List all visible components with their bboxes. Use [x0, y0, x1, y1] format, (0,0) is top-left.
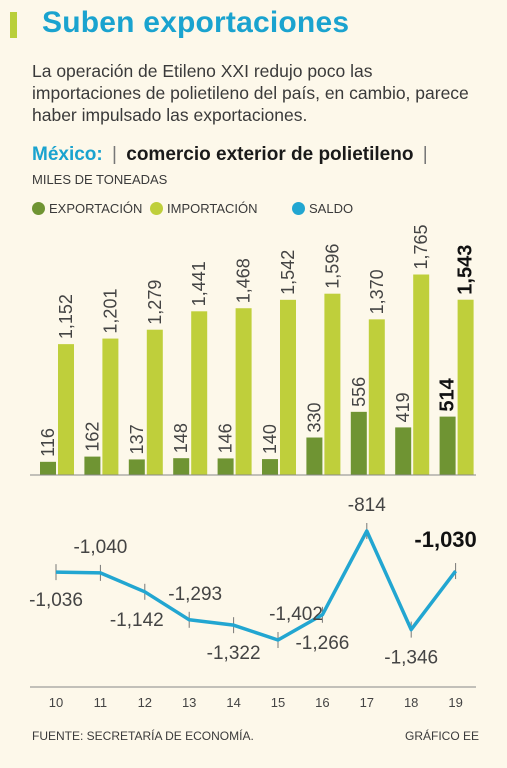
x-tick-label: 11 [94, 695, 108, 710]
import-value-label: 1,596 [322, 244, 342, 289]
export-value-label: 146 [216, 423, 236, 453]
subtitle-country: México: [32, 144, 103, 165]
import-bar [324, 293, 341, 475]
intro-text: La operación de Etileno XXI redujo poco … [32, 61, 469, 125]
export-value-label: 162 [82, 422, 102, 452]
import-value-label: 1,279 [145, 280, 165, 325]
export-value-label: 556 [349, 377, 369, 407]
import-value-label: 1,441 [189, 261, 209, 306]
balance-value-label: -1,293 [168, 584, 222, 605]
import-bar [58, 344, 74, 475]
legend-dot-import [150, 202, 163, 215]
balance-value-label: -1,266 [295, 633, 349, 654]
x-tick-label: 18 [404, 695, 418, 710]
import-bar [191, 311, 208, 475]
chart-subtitle: México: | comercio exterior de polietile… [32, 144, 432, 166]
export-bar [217, 458, 234, 475]
trade-chart: 116 1,152 162 1,201 137 1,279 148 1,441 146 1,468… [29, 225, 477, 710]
export-bar [84, 456, 101, 475]
import-bar [235, 308, 252, 475]
import-bar [413, 274, 430, 475]
x-tick-label: 12 [138, 695, 152, 710]
title-accent-bar [10, 12, 17, 38]
balance-value-label: -1,036 [29, 590, 83, 611]
x-tick-label: 14 [226, 695, 240, 710]
balance-value-label: -1,322 [207, 643, 261, 664]
import-bar [102, 338, 119, 475]
export-bar [395, 427, 412, 475]
graphic-credit: GRÁFICO EE [404, 729, 479, 743]
balance-value-label: -1,346 [384, 648, 438, 669]
import-bar [368, 319, 385, 475]
import-bar [457, 299, 474, 475]
x-tick-label: 13 [182, 695, 196, 710]
export-value-label: 137 [127, 424, 147, 454]
page-title: Suben exportaciones [42, 6, 350, 39]
import-value-label: 1,370 [367, 269, 387, 314]
legend-item-export: EXPORTACIÓN [32, 201, 142, 216]
export-bar [350, 411, 367, 475]
legend-label-balance: SALDO [309, 201, 354, 216]
subtitle-topic: comercio exterior de polietileno [126, 144, 414, 165]
export-value-label: 148 [171, 423, 191, 453]
x-tick-label: 16 [315, 695, 329, 710]
import-value-label: 1,542 [278, 250, 298, 295]
import-bar [280, 299, 296, 475]
balance-value-label: -1,040 [73, 537, 127, 558]
import-value-label: 1,201 [100, 289, 120, 334]
balance-value-label: -814 [348, 495, 386, 516]
x-tick-label: 19 [448, 695, 462, 710]
balance-value-label: -1,402 [269, 604, 323, 625]
subtitle-separator: | [112, 144, 117, 165]
export-value-label: 514 [437, 377, 459, 411]
export-value-label: 116 [38, 428, 58, 457]
import-value-label: 1,468 [234, 258, 254, 303]
export-bar [173, 458, 190, 475]
export-bar [306, 437, 323, 475]
balance-line [55, 529, 457, 642]
import-value-label: 1,765 [411, 225, 431, 269]
export-value-label: 140 [260, 424, 280, 454]
balance-value-label: -1,030 [414, 527, 476, 552]
export-value-label: 419 [393, 392, 413, 422]
subtitle-trailing-separator: | [422, 144, 428, 165]
x-tick-label: 15 [271, 695, 285, 710]
x-tick-label: 17 [360, 695, 374, 710]
export-bar [128, 459, 145, 475]
export-bar [439, 416, 456, 475]
legend-dot-export [32, 202, 45, 215]
legend-label-import: IMPORTACIÓN [167, 201, 258, 216]
import-value-label: 1,543 [455, 245, 477, 295]
export-value-label: 330 [304, 402, 324, 432]
balance-value-label: -1,142 [110, 610, 164, 631]
import-bar [146, 329, 163, 475]
import-value-label: 1,152 [56, 294, 76, 339]
export-bar [40, 461, 56, 475]
legend-item-import: IMPORTACIÓN [150, 201, 258, 216]
x-tick-label: 10 [49, 695, 63, 710]
legend-label-export: EXPORTACIÓN [49, 201, 143, 216]
legend-dot-balance [292, 202, 305, 215]
units-label: MILES DE TONEADAS [32, 172, 168, 187]
source-note: FUENTE: SECRETARÍA DE ECONOMÍA. [32, 729, 254, 743]
chart-legend: EXPORTACIÓN IMPORTACIÓN SALDO [32, 201, 492, 219]
export-bar [262, 459, 278, 475]
legend-item-balance: SALDO [292, 201, 353, 216]
